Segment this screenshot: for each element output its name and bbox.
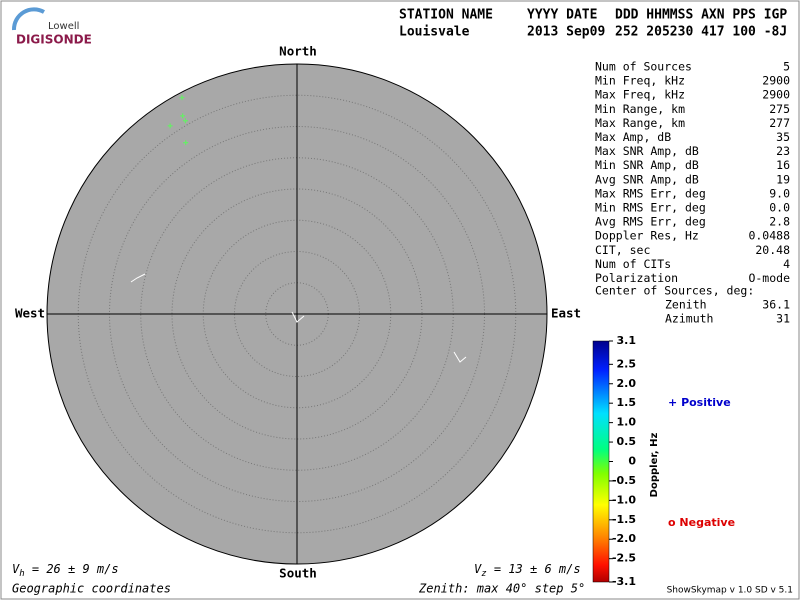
colorbar-tick-label: 2.5 (617, 357, 637, 370)
stat-value: 2900 (762, 88, 790, 102)
center-title: Center of Sources, deg: (595, 284, 754, 298)
source (167, 123, 173, 129)
stat-value: 0.0 (769, 201, 790, 215)
stat-value: 35 (776, 130, 790, 144)
west-label: West (15, 306, 45, 321)
header-col: YYYY DATE (527, 8, 597, 23)
colorbar-tick-label: 3.1 (617, 334, 637, 347)
vh-label: Vh = 26 ± 9 m/s (12, 562, 119, 579)
legend-positive: + Positive (668, 396, 731, 409)
colorbar-tick-label: -3.1 (612, 575, 636, 588)
stat-label: Min RMS Err, deg (595, 201, 706, 215)
colorbar-tick-label: -2.5 (612, 552, 636, 565)
footer: ShowSkymap v 1.0 SD v 5.1 (667, 586, 793, 596)
colorbar-tick-label: 0.5 (617, 435, 637, 448)
stat-value: 16 (776, 158, 790, 172)
stat-label: Max Amp, dB (595, 130, 671, 144)
stat-label: Min Range, km (595, 102, 685, 116)
header-value: 2013 Sep09 (527, 25, 605, 40)
stat-label: Max Freq, kHz (595, 88, 685, 102)
velocity-mark (291, 311, 305, 323)
stat-value: 5 (783, 60, 790, 74)
velocity-mark (453, 351, 467, 363)
colorbar-tick-label: 2.0 (617, 377, 637, 390)
stat-value: 4 (783, 257, 790, 271)
east-label: East (551, 306, 581, 321)
colorbar-tick-label: -2.0 (612, 532, 636, 545)
source (183, 140, 189, 146)
stat-label: Num of CITs (595, 257, 671, 271)
colorbar-tick-label: -1.0 (612, 493, 636, 506)
source (182, 118, 188, 124)
colorbar-tick-label: -0.5 (612, 474, 636, 487)
colorbar-tick-label: 1.5 (617, 396, 637, 409)
coords-label: Geographic coordinates (12, 582, 171, 596)
logo-text: Lowell (48, 21, 79, 32)
stat-label: Max SNR Amp, dB (595, 144, 699, 158)
center-label: Zenith (665, 298, 707, 312)
stat-label: Avg SNR Amp, dB (595, 172, 699, 186)
stat-value: O-mode (748, 271, 790, 285)
stat-label: Avg RMS Err, deg (595, 215, 706, 229)
stat-label: Max Range, km (595, 116, 685, 130)
legend-negative: o Negative (668, 516, 735, 529)
stat-value: 2.8 (769, 215, 790, 229)
logo-arc (11, 7, 45, 31)
stat-value: 2900 (762, 74, 790, 88)
stat-label: Min SNR Amp, dB (595, 158, 699, 172)
colorbar-tick-label: 0 (628, 455, 636, 468)
center-value: 31 (776, 312, 790, 326)
vz-label: Vz = 13 ± 6 m/s (474, 562, 581, 579)
stat-value: 275 (769, 102, 790, 116)
stat-label: Min Freq, kHz (595, 74, 685, 88)
colorbar (592, 340, 610, 583)
stat-label: Num of Sources (595, 60, 692, 74)
header-value: Louisvale (399, 25, 470, 40)
stat-value: 0.0488 (748, 229, 790, 243)
velocity-mark (130, 273, 146, 283)
logo-brand: DIGISONDE (16, 33, 92, 47)
north-label: North (279, 44, 317, 59)
colorbar-tick-label: -1.5 (612, 513, 636, 526)
stat-label: CIT, sec (595, 243, 650, 257)
source (180, 113, 186, 119)
colorbar-tick-label: 1.0 (617, 416, 637, 429)
stat-value: 9.0 (769, 186, 790, 200)
stat-label: Doppler Res, Hz (595, 229, 699, 243)
source (179, 95, 185, 101)
colorbar-label: Doppler, Hz (649, 433, 660, 498)
stat-value: 20.48 (755, 243, 790, 257)
stat-label: Polarization (595, 271, 678, 285)
center-label: Azimuth (665, 312, 713, 326)
zenith-note: Zenith: max 40° step 5° (418, 582, 585, 596)
header-value: 252 205230 417 100 -8J (615, 25, 787, 40)
stat-value: 19 (776, 172, 790, 186)
stat-value: 277 (769, 116, 790, 130)
center-value: 36.1 (762, 298, 790, 312)
south-label: South (279, 566, 317, 581)
header-col: DDD HHMMSS AXN PPS IGP (615, 8, 787, 23)
stat-label: Max RMS Err, deg (595, 186, 706, 200)
stat-value: 23 (776, 144, 790, 158)
header-col: STATION NAME (399, 8, 493, 23)
